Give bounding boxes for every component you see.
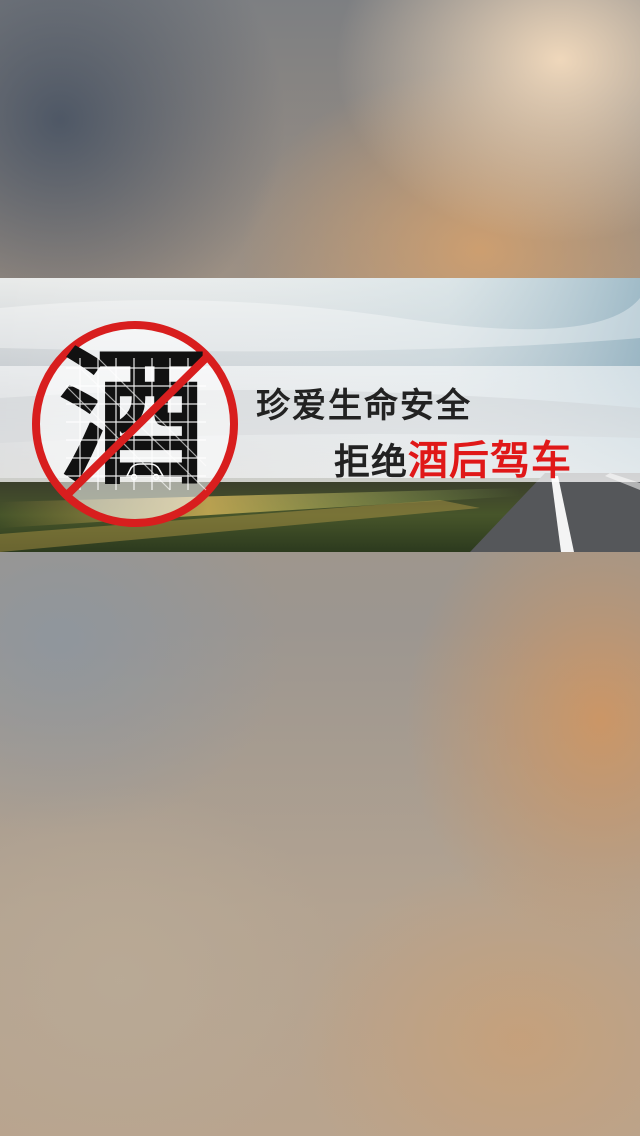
slogan-highlight: 酒后驾车 — [408, 437, 573, 484]
car-icon — [125, 463, 165, 481]
sign-overlay — [65, 353, 211, 497]
slogan-line-2-prefix: 拒绝 — [334, 441, 409, 483]
prohibition-slash — [65, 353, 211, 497]
banner-artwork — [0, 278, 640, 552]
slogan-line-1: 珍爱生命安全 — [256, 386, 472, 426]
anti-drunk-driving-banner: 酒 珍爱生命安全 拒 — [0, 278, 640, 552]
slogan-line-2: 拒绝酒后驾车 — [334, 428, 572, 486]
